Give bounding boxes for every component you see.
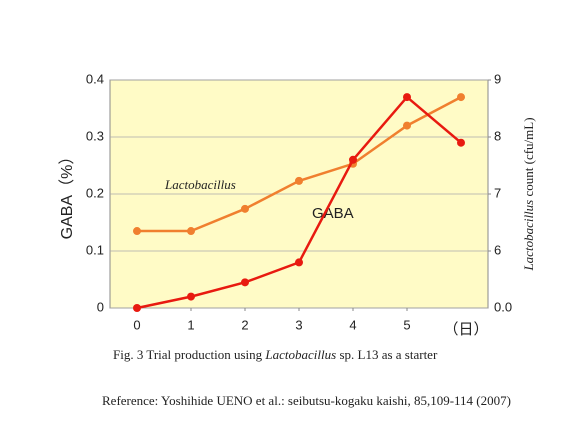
y-axis-label: GABA（%）: [58, 149, 76, 240]
data-point: [241, 204, 249, 213]
x-tick-label: 2: [241, 317, 248, 332]
reference: Reference: Yoshihide UENO et al.: seibut…: [102, 393, 511, 408]
x-tick-label: 0: [133, 317, 140, 332]
y2-tick-label: 7: [494, 185, 501, 200]
caption-part: sp. L13 as a starter: [336, 347, 438, 362]
y2-tick-label: 8: [494, 128, 501, 143]
series-label: GABA: [312, 205, 354, 222]
y2-axis-label: Lactobacillus count (cfu/mL): [521, 117, 536, 271]
y2-axis-label-part: Lactobacillus: [521, 200, 536, 272]
x-tick-label: 4: [349, 317, 356, 332]
data-point: [457, 138, 465, 147]
y2-tick-label: 9: [494, 71, 501, 86]
data-point: [295, 258, 303, 267]
data-point: [133, 227, 141, 236]
y2-tick-label: 0.0: [494, 299, 512, 314]
x-tick-label: 5: [403, 317, 410, 332]
data-point: [241, 278, 249, 287]
data-point: [187, 227, 195, 236]
data-point: [187, 292, 195, 301]
grid: [110, 79, 488, 309]
data-point: [295, 176, 303, 185]
caption-part: Lactobacillus: [264, 347, 336, 362]
y-tick-label: 0: [97, 299, 104, 314]
caption-part: Fig. 3 Trial production using: [113, 347, 265, 362]
x-tick-label: 3: [295, 317, 302, 332]
data-point: [457, 93, 465, 102]
x-tick-label: 1: [187, 317, 194, 332]
data-point: [403, 121, 411, 130]
y-tick-label: 0.3: [86, 128, 104, 143]
data-point: [403, 93, 411, 102]
data-point: [133, 304, 141, 312]
y-tick-label: 0.2: [86, 185, 104, 200]
y-tick-label: 0.4: [86, 71, 104, 86]
y2-axis-label-part: count (cfu/mL): [521, 117, 536, 199]
y2-tick-label: 6: [494, 242, 501, 257]
caption: Fig. 3 Trial production using Lactobacil…: [113, 347, 438, 362]
y-tick-label: 0.1: [86, 242, 104, 257]
data-point: [349, 155, 357, 164]
series-label: Lactobacillus: [164, 177, 236, 192]
x-axis-label: （日）: [443, 321, 488, 338]
